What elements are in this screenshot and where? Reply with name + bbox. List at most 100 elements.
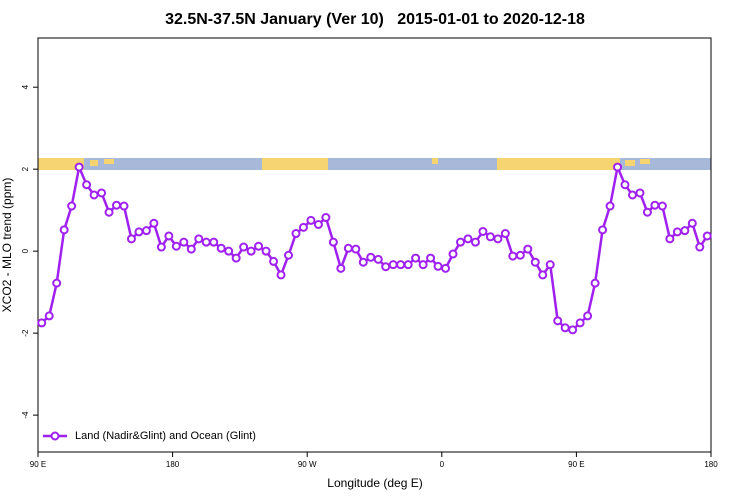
legend-label: Land (Nadir&Glint) and Ocean (Glint) <box>75 430 256 442</box>
data-point <box>695 242 705 252</box>
data-point <box>620 180 630 190</box>
data-point <box>126 234 136 244</box>
data-point <box>67 201 77 211</box>
data-point <box>665 234 675 244</box>
data-point <box>254 241 264 251</box>
data-point <box>627 190 637 200</box>
data-point <box>343 243 353 253</box>
chart-title: 32.5N-37.5N January (Ver 10) 2015-01-01 … <box>165 11 585 28</box>
data-point <box>44 311 54 321</box>
data-point <box>291 229 301 239</box>
data-point <box>89 190 99 200</box>
x-tick-label: 90 E <box>568 460 584 469</box>
data-point <box>179 237 189 247</box>
data-point <box>164 231 174 241</box>
data-point <box>396 260 406 270</box>
data-point <box>119 201 129 211</box>
data-point <box>351 244 361 254</box>
x-axis-title: Longitude (deg E) <box>327 476 422 490</box>
data-point <box>246 246 256 256</box>
data-point <box>194 234 204 244</box>
data-point <box>680 226 690 236</box>
data-point <box>650 200 660 210</box>
data-point <box>575 318 585 328</box>
data-point <box>321 213 331 223</box>
data-point <box>403 260 413 270</box>
data-point <box>388 260 398 270</box>
data-point <box>605 201 615 211</box>
data-point <box>433 261 443 271</box>
data-point <box>171 241 181 251</box>
x-tick-label: 0 <box>440 460 445 469</box>
data-point <box>59 225 69 235</box>
data-point <box>298 222 308 232</box>
data-point <box>306 215 316 225</box>
data-point <box>141 226 151 236</box>
y-axis-title: XCO2 - MLO trend (ppm) <box>0 178 14 313</box>
data-point <box>426 253 436 263</box>
data-point <box>366 252 376 262</box>
data-point <box>560 323 570 333</box>
data-point <box>642 207 652 217</box>
y-tick-label: -2 <box>21 329 30 337</box>
land-ocean-strip <box>38 158 711 170</box>
data-point <box>104 207 114 217</box>
y-tick-label: 2 <box>21 166 30 171</box>
data-point <box>261 246 271 256</box>
data-point <box>553 316 563 326</box>
data-point <box>156 242 166 252</box>
data-point <box>269 256 279 266</box>
data-point <box>112 200 122 210</box>
data-point <box>231 253 241 263</box>
data-point <box>687 218 697 228</box>
data-point <box>448 249 458 259</box>
data-point <box>52 278 62 288</box>
data-point <box>224 246 234 256</box>
data-point <box>635 188 645 198</box>
data-point <box>508 251 518 261</box>
data-point <box>613 162 623 172</box>
data-point <box>538 270 548 280</box>
data-point <box>493 234 503 244</box>
data-point <box>545 260 555 270</box>
data-point <box>209 237 219 247</box>
data-point <box>186 244 196 254</box>
data-point <box>598 225 608 235</box>
data-point <box>313 220 323 230</box>
x-tick-label: 90 E <box>30 460 46 469</box>
y-tick-label: 4 <box>21 84 30 89</box>
legend-marker <box>50 431 60 441</box>
data-point <box>149 218 159 228</box>
data-point <box>515 250 525 260</box>
data-point <box>411 253 421 263</box>
data-point <box>530 257 540 267</box>
x-tick-label: 90 W <box>298 460 317 469</box>
data-point <box>500 229 510 239</box>
data-point <box>463 234 473 244</box>
data-point <box>568 325 578 335</box>
data-point <box>134 227 144 237</box>
data-point <box>470 237 480 247</box>
plot-frame <box>37 37 712 453</box>
data-point <box>672 227 682 237</box>
data-point <box>328 237 338 247</box>
data-point <box>485 232 495 242</box>
data-point <box>702 231 712 241</box>
data-point <box>478 226 488 236</box>
data-point <box>284 250 294 260</box>
y-tick-label: -4 <box>21 411 30 419</box>
y-tick-label: 0 <box>21 248 30 253</box>
data-point <box>583 311 593 321</box>
data-point <box>455 237 465 247</box>
data-point <box>373 254 383 264</box>
data-point <box>82 180 92 190</box>
series-line <box>40 162 709 332</box>
data-point <box>590 278 600 288</box>
data-point <box>239 242 249 252</box>
data-point <box>418 260 428 270</box>
data-point <box>74 162 84 172</box>
data-point <box>657 201 667 211</box>
data-point <box>37 318 47 328</box>
data-point <box>216 243 226 253</box>
